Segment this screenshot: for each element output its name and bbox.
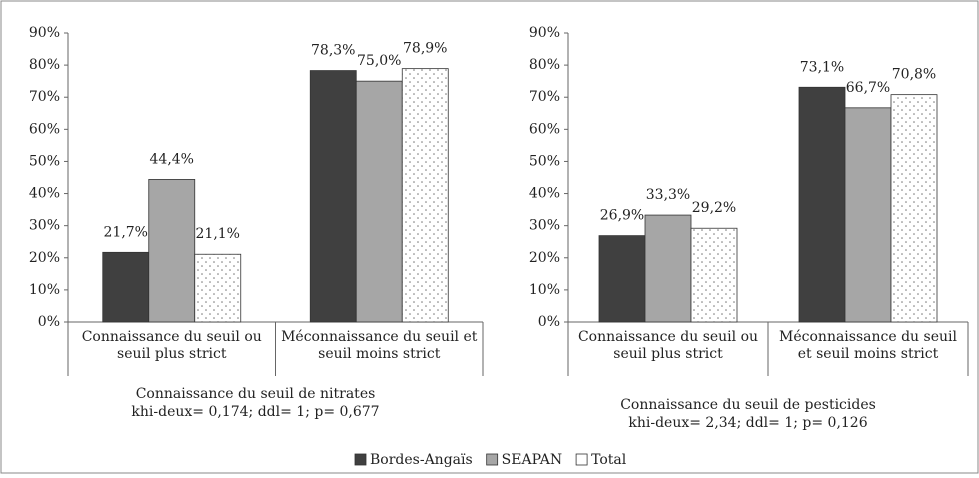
bar — [844, 107, 892, 323]
y-tick-label: 10% — [29, 282, 60, 298]
y-tick-label: 50% — [29, 153, 60, 169]
y-tick-label: 30% — [529, 218, 560, 234]
legend-label: SEAPAN — [502, 452, 562, 468]
x-tick-label-box: Connaissance du seuil ou seuil plus stri… — [81, 329, 262, 362]
data-label: 26,9% — [600, 208, 644, 224]
y-tick-label: 0% — [38, 314, 60, 330]
y-tick-label: 50% — [529, 153, 560, 169]
y-tick-label: 20% — [29, 250, 60, 266]
data-label: 33,3% — [646, 187, 690, 203]
bar — [401, 68, 449, 323]
bar — [102, 251, 150, 323]
x-tick-label: Connaissance du seuil ou seuil plus stri… — [81, 329, 262, 362]
legend-swatch — [354, 453, 367, 466]
x-tick-label: Connaissance du seuil ou seuil plus stri… — [577, 329, 759, 362]
y-tick-label: 80% — [29, 57, 60, 73]
y-tick-label: 20% — [529, 250, 560, 266]
bar — [148, 179, 196, 323]
x-axis-note: khi-deux= 0,174; ddl= 1; p= 0,677 — [131, 404, 379, 420]
bar — [309, 70, 357, 323]
bar — [690, 227, 738, 323]
bar — [890, 94, 938, 323]
data-label: 44,4% — [150, 151, 194, 167]
bar — [194, 253, 242, 323]
data-label: 75,0% — [357, 53, 401, 69]
y-tick-label: 60% — [529, 121, 560, 137]
data-label: 78,9% — [403, 41, 447, 57]
x-tick-label-box: Méconnaissance du seuil et seuil moins s… — [281, 329, 478, 362]
bar — [355, 80, 403, 323]
data-label: 70,8% — [892, 67, 936, 83]
x-tick-label-box: Méconnaissance du seuil et seuil moins s… — [779, 329, 957, 362]
x-axis-title: Connaissance du seuil de pesticides — [620, 397, 876, 413]
data-label: 73,1% — [800, 59, 844, 75]
x-tick-label: Méconnaissance du seuil et seuil moins s… — [281, 329, 478, 362]
data-label: 21,7% — [104, 224, 148, 240]
y-tick-label: 90% — [529, 25, 560, 41]
bar — [598, 235, 646, 323]
data-label: 66,7% — [846, 80, 890, 96]
data-label: 29,2% — [692, 200, 736, 216]
y-tick-label: 70% — [29, 89, 60, 105]
legend-swatch — [575, 453, 588, 466]
data-label: 21,1% — [196, 226, 240, 242]
bar — [798, 86, 846, 323]
y-tick-label: 80% — [529, 57, 560, 73]
x-axis-note: khi-deux= 2,34; ddl= 1; p= 0,126 — [628, 415, 867, 431]
y-tick-label: 40% — [29, 186, 60, 202]
x-tick-label-box: Connaissance du seuil ou seuil plus stri… — [577, 329, 759, 362]
y-tick-label: 40% — [529, 186, 560, 202]
y-tick-label: 30% — [29, 218, 60, 234]
y-tick-label: 90% — [29, 25, 60, 41]
y-tick-label: 0% — [538, 314, 560, 330]
y-tick-label: 70% — [529, 89, 560, 105]
y-tick-label: 60% — [29, 121, 60, 137]
legend-label: Total — [591, 452, 627, 468]
x-axis-title: Connaissance du seuil de nitrates — [136, 386, 376, 402]
y-tick-label: 10% — [529, 282, 560, 298]
legend-label: Bordes-Angaïs — [370, 452, 473, 468]
legend-swatch — [486, 453, 499, 466]
data-label: 78,3% — [311, 43, 355, 59]
bar — [644, 214, 692, 323]
x-tick-label: Méconnaissance du seuil et seuil moins s… — [779, 329, 957, 362]
